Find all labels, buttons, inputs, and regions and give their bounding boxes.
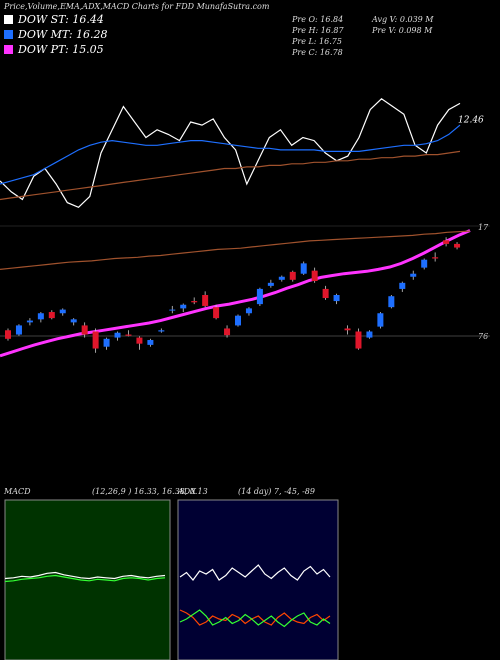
candle-body [59,309,66,314]
stat: Pre O: 16.84 [291,15,343,24]
line-series [179,609,331,628]
legend-swatch [4,30,13,39]
candle-body [169,309,176,311]
candle-body [26,320,33,323]
stat: Avg V: 0.039 M [371,15,434,24]
macd-panel [4,499,171,660]
candle-body [15,325,22,335]
candle-body [366,331,373,338]
candle-body [410,273,417,277]
legend-label: DOW MT: 16.28 [17,28,108,41]
candle-body [267,282,274,286]
adx-title: ADX [177,487,196,496]
candle-body [322,288,329,299]
candle-body [5,330,11,339]
candle-body [70,319,77,323]
adx-params: (14 day) 7, -45, -89 [238,487,315,496]
candle-body [202,295,209,306]
candle-body [191,301,198,303]
annotation: 76 [478,332,488,341]
legend-swatch [4,45,13,54]
candle-body [158,330,165,332]
line-series [4,571,166,580]
candle-body [454,243,461,248]
stat: Pre V: 0.098 M [371,26,433,35]
adx-panel [177,499,339,660]
candle-body [432,257,439,259]
candle-body [278,276,285,280]
line-series [0,150,461,201]
stat: Pre C: 16.78 [291,48,343,57]
line-series [0,229,471,358]
line-series [0,124,461,185]
annotation: 12.46 [458,116,484,126]
candle-body [388,296,395,308]
candle-body [125,334,132,336]
candle-body [224,328,231,336]
macd-title: MACD [3,487,31,496]
legend-swatch [4,15,13,24]
candle-body [37,313,44,320]
candle-body [443,240,450,244]
candle-body [114,332,121,338]
candle-body [235,315,241,326]
line-series [0,98,461,209]
candle-body [256,288,263,305]
line-series [0,230,471,270]
candle-body [92,331,99,349]
stat: Pre L: 16.75 [291,37,342,46]
candle-body [81,325,88,335]
candle-body [289,271,296,280]
candle-body [213,307,220,319]
macd-params: (12,26,9 ) 16.33, 16.38, 0.13 [92,487,208,496]
legend-label: DOW PT: 15.05 [17,43,104,56]
line-series [4,574,166,583]
candle-body [180,304,187,309]
candle-body [300,263,307,274]
candle-body [103,338,110,347]
candle-body [344,328,351,331]
line-series [179,564,331,581]
candle-body [245,308,252,314]
stat: Pre H: 16.87 [291,26,345,35]
candle-body [48,312,55,319]
chart-title: Price,Volume,EMA,ADX,MACD Charts for FDD… [3,2,270,11]
annotation: 17 [478,223,489,232]
candle-body [377,313,384,327]
line-series [179,609,331,626]
candle-body [311,270,318,282]
candle-body [147,340,154,345]
legend-label: DOW ST: 16.44 [17,13,104,26]
candle-body [136,337,143,344]
candle-body [421,259,428,268]
candle-body [333,295,340,302]
candle-body [355,331,362,349]
candle-body [399,282,406,289]
